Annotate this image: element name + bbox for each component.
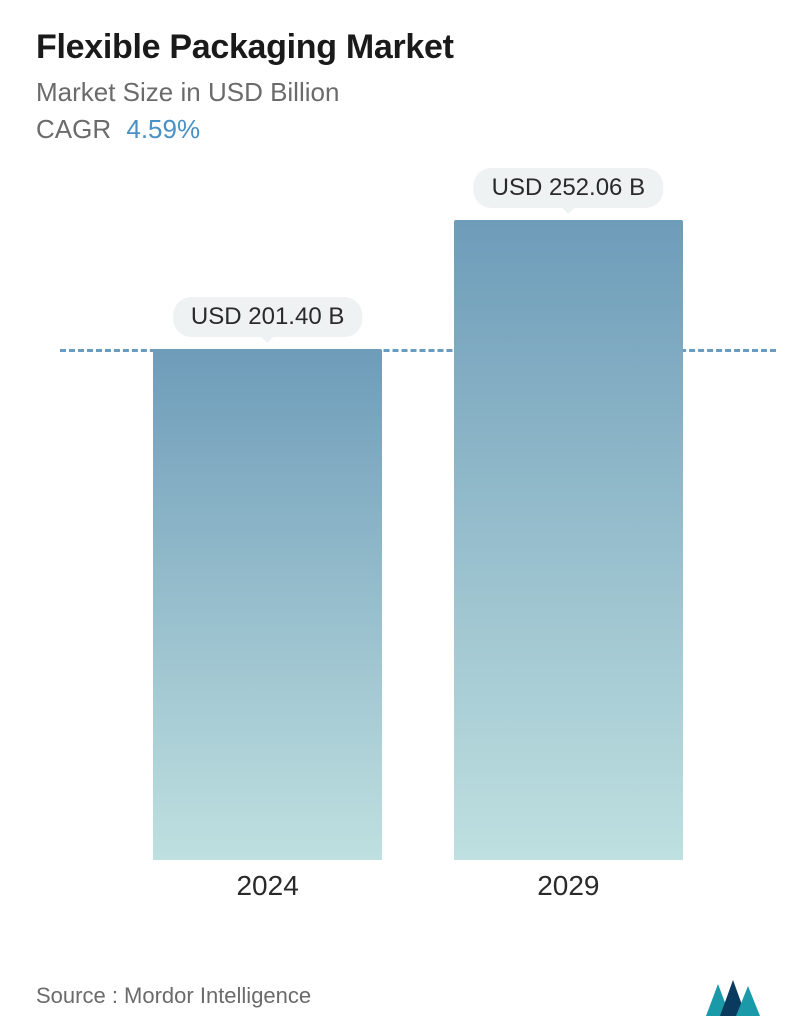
source-text: Source : Mordor Intelligence	[36, 983, 311, 1009]
bar-2024	[153, 349, 382, 860]
chart-area: USD 201.40 B2024USD 252.06 B2029	[0, 200, 796, 920]
x-axis-label-2029: 2029	[537, 870, 599, 902]
bar-2029	[454, 220, 683, 860]
chart-subtitle: Market Size in USD Billion	[36, 77, 760, 108]
value-label-2024: USD 201.40 B	[173, 297, 362, 337]
x-axis-label-2024: 2024	[236, 870, 298, 902]
cagr-line: CAGR 4.59%	[36, 114, 760, 145]
brand-logo-icon	[706, 976, 760, 1016]
cagr-value: 4.59%	[126, 114, 200, 144]
chart-title: Flexible Packaging Market	[36, 28, 760, 67]
cagr-label: CAGR	[36, 114, 111, 144]
plot-region: USD 201.40 B2024USD 252.06 B2029	[60, 200, 776, 860]
chart-footer: Source : Mordor Intelligence	[0, 976, 796, 1016]
value-label-2029: USD 252.06 B	[474, 168, 663, 208]
chart-header: Flexible Packaging Market Market Size in…	[0, 0, 796, 145]
